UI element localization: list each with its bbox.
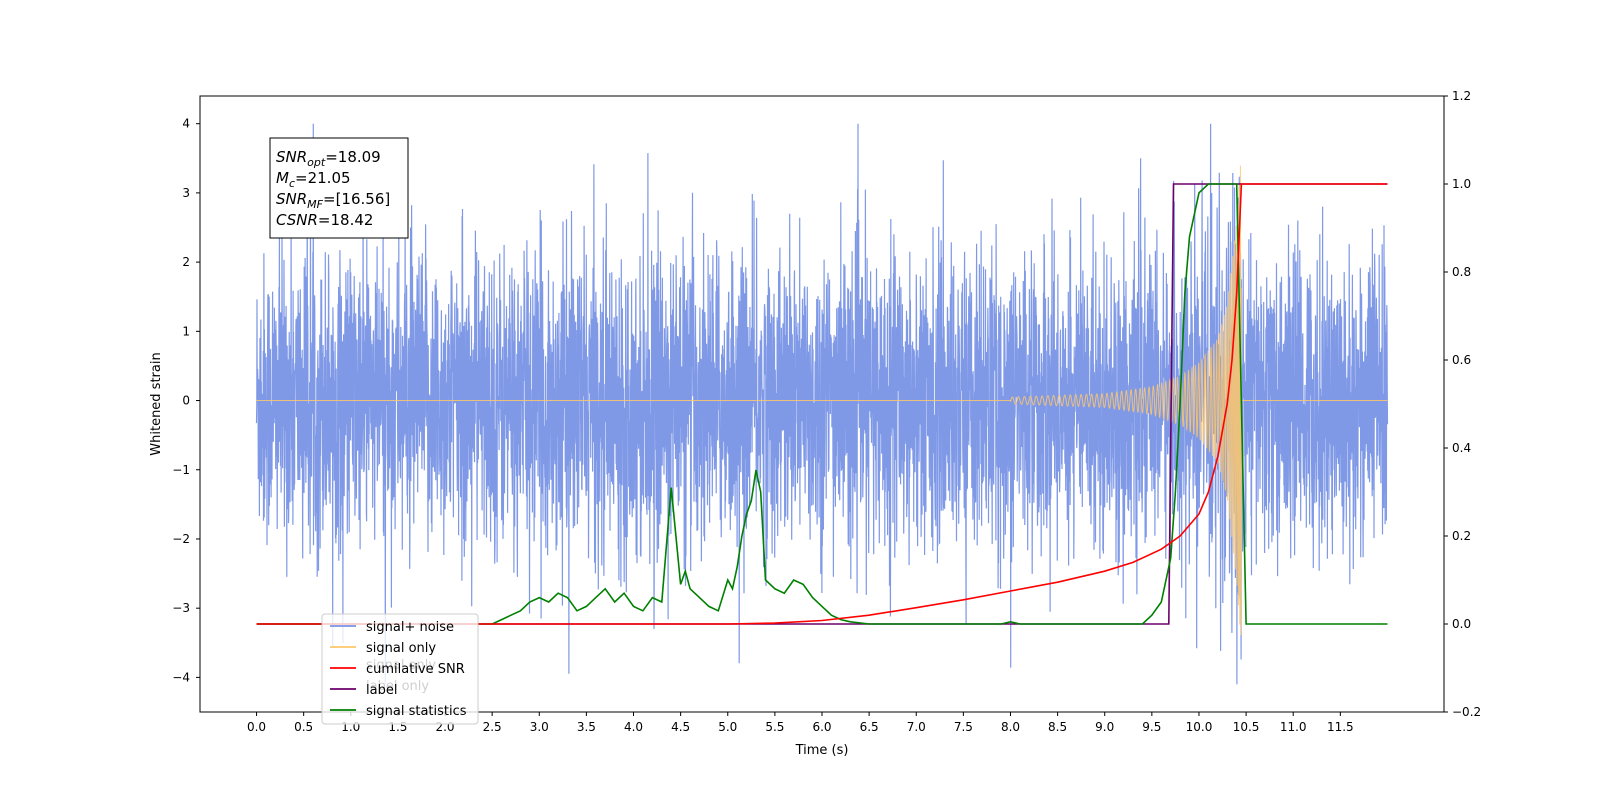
x-tick-label: 0.5 xyxy=(294,720,313,734)
x-tick-label: 3.5 xyxy=(577,720,596,734)
y-axis-right: 1.2 1.0 0.8 0.6 0.4 0.2 0.0 −0.2 xyxy=(1444,89,1481,719)
x-tick-label: 10.5 xyxy=(1233,720,1260,734)
x-tick-label: 9.5 xyxy=(1142,720,1161,734)
y-right-tick-label: 0.8 xyxy=(1452,265,1471,279)
y-left-tick-label: −3 xyxy=(172,601,190,615)
y-right-tick-label: 0.6 xyxy=(1452,353,1471,367)
signal-series-layer xyxy=(256,165,1388,636)
y-left-tick-label: 3 xyxy=(182,186,190,200)
x-tick-label: 6.0 xyxy=(812,720,831,734)
legend-hidden-text: signal only xyxy=(366,658,436,673)
x-tick-label: 0.0 xyxy=(247,720,266,734)
legend-label: signal+ noise xyxy=(366,620,454,635)
annotation-frame xyxy=(269,137,409,239)
y-left-tick-label: 0 xyxy=(182,394,190,408)
x-axis: 0.0 0.5 1.0 1.5 2.0 2.5 3.0 3.5 4.0 4.5 5.0 5.5 6.0 6… xyxy=(247,712,1354,734)
x-tick-label: 11.5 xyxy=(1327,720,1354,734)
statistics-series-layer xyxy=(256,183,1388,625)
legend-label: cumilative SNR xyxy=(366,662,465,677)
x-tick-label: 7.5 xyxy=(954,720,973,734)
y-right-tick-label: 1.2 xyxy=(1452,89,1471,103)
x-tick-label: 5.5 xyxy=(765,720,784,734)
y-right-tick-label: 0.2 xyxy=(1452,529,1471,543)
y-right-tick-label: 0.4 xyxy=(1452,441,1471,455)
annotation-line: SNRMF=[16.56] xyxy=(276,190,390,211)
y-left-tick-label: −1 xyxy=(172,463,190,477)
x-tick-label: 5.0 xyxy=(718,720,737,734)
x-tick-label: 11.0 xyxy=(1280,720,1307,734)
plot-area xyxy=(199,95,1445,713)
x-tick-label: 7.0 xyxy=(907,720,926,734)
x-tick-label: 4.5 xyxy=(671,720,690,734)
x-tick-label: 10.0 xyxy=(1186,720,1213,734)
legend-label: label xyxy=(366,683,397,698)
y-axis-left-label: Whitened strain xyxy=(149,352,164,455)
y-left-tick-label: 2 xyxy=(182,255,190,269)
x-axis-label: Time (s) xyxy=(795,743,849,758)
series-signal-only-line xyxy=(256,165,1388,636)
x-tick-label: 2.5 xyxy=(483,720,502,734)
y-left-tick-label: 4 xyxy=(182,117,190,131)
y-right-tick-label: 1.0 xyxy=(1452,177,1471,191)
annotation-line: CSNR=18.42 xyxy=(276,211,373,229)
annotation-box: SNRopt=18.09Mc=21.05SNRMF=[16.56]CSNR=18… xyxy=(269,137,409,239)
x-tick-label: 6.5 xyxy=(860,720,879,734)
legend: signal only label only signal+ noise signal… xyxy=(321,613,479,725)
x-tick-label: 9.0 xyxy=(1095,720,1114,734)
legend-label: signal statistics xyxy=(366,704,467,719)
legend-label: signal only xyxy=(366,641,436,656)
annotation-line: SNRopt=18.09 xyxy=(276,148,381,169)
y-left-tick-label: −4 xyxy=(172,670,190,684)
x-tick-label: 8.5 xyxy=(1048,720,1067,734)
series-signal-statistics-line xyxy=(256,183,1388,625)
y-left-tick-label: −2 xyxy=(172,532,190,546)
y-right-tick-label: 0.0 xyxy=(1452,617,1471,631)
y-left-tick-label: 1 xyxy=(182,324,190,338)
y-right-tick-label: −0.2 xyxy=(1452,705,1481,719)
x-tick-label: 8.0 xyxy=(1001,720,1020,734)
y-axis-left: 4 3 2 1 0 −1 −2 −3 −4 xyxy=(172,117,200,684)
series-cumilative-snr-line xyxy=(256,183,1388,625)
x-tick-label: 3.0 xyxy=(530,720,549,734)
legend-frame xyxy=(321,613,479,725)
legend-hidden-text: label only xyxy=(366,679,429,694)
x-tick-label: 4.0 xyxy=(624,720,643,734)
annotation-line: Mc=21.05 xyxy=(276,169,351,190)
